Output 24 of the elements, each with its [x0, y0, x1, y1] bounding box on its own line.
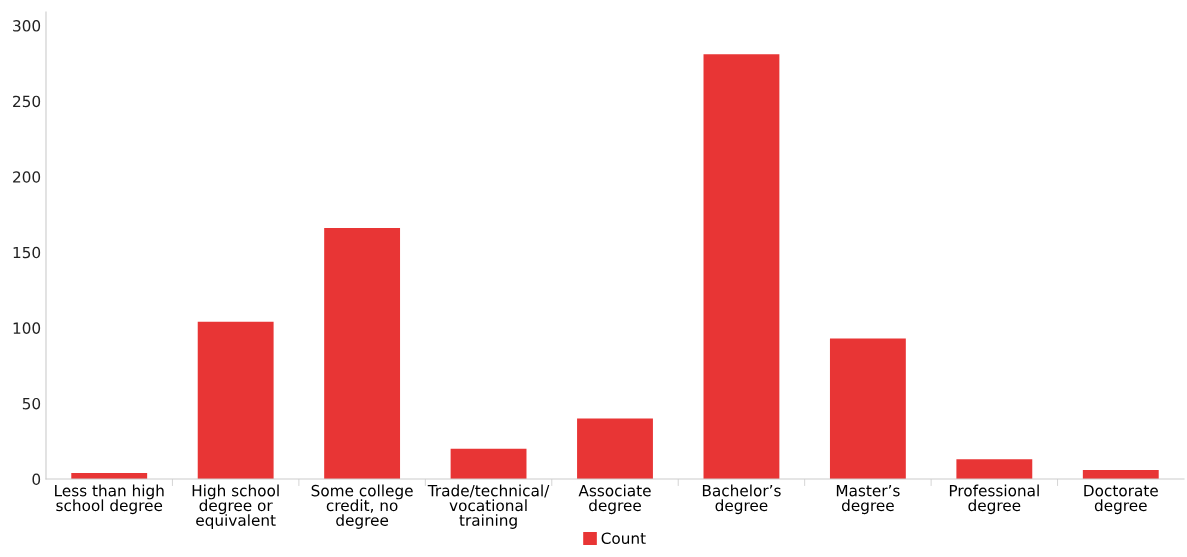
- x-tick-label: High school degree or equivalent: [192, 484, 279, 529]
- x-tick-label: Bachelor’s degree: [702, 484, 781, 515]
- bar: [703, 54, 780, 479]
- x-tick-label: Professional degree: [949, 484, 1039, 515]
- bar: [577, 418, 653, 479]
- bar: [450, 448, 527, 479]
- y-tick-label: 200: [13, 171, 41, 183]
- y-tick-label: 150: [13, 246, 41, 259]
- y-tick-label: 100: [13, 322, 41, 334]
- x-tick-label: Associate degree: [578, 484, 651, 515]
- y-tick-label: 50: [22, 397, 41, 410]
- bar: [829, 338, 906, 479]
- bar: [197, 321, 274, 479]
- x-tick-label: Trade/technical/ vocational training: [427, 484, 550, 529]
- y-tick-label: 250: [13, 95, 41, 108]
- x-tick-label: Doctorate degree: [1084, 485, 1158, 515]
- bar: [956, 459, 1033, 479]
- y-tick-label: 300: [13, 20, 41, 32]
- x-tick-label: Less than high school degree: [55, 484, 164, 515]
- legend-label: Count: [601, 532, 646, 545]
- x-tick-label: Some college credit, no degree: [311, 484, 413, 529]
- bar: [324, 228, 401, 479]
- y-tick-label: 0: [32, 473, 41, 486]
- x-tick-label: Master’s degree: [836, 485, 900, 515]
